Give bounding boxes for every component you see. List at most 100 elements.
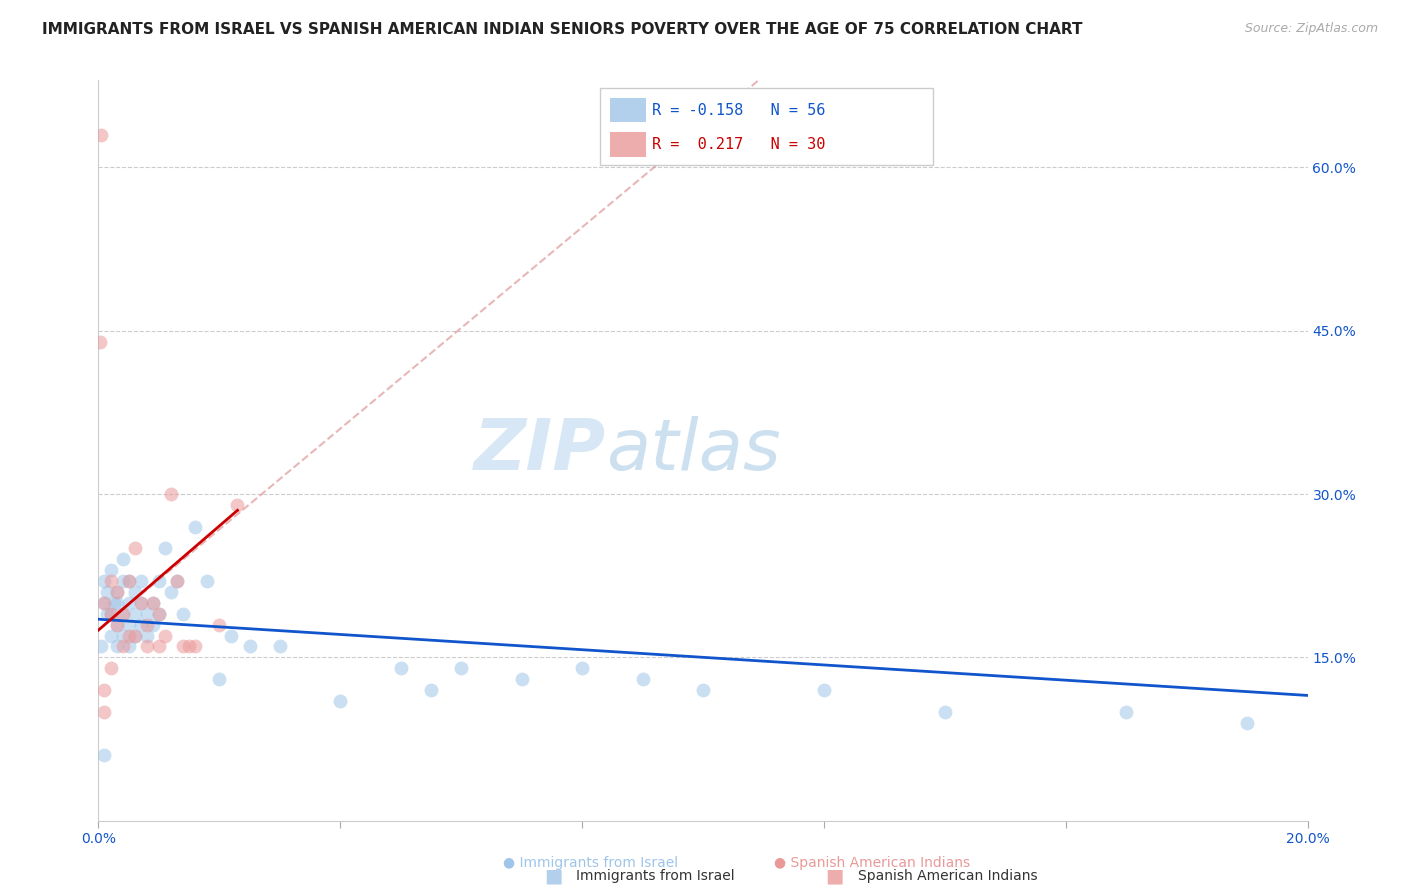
- Point: [172, 640, 194, 654]
- Point: [111, 574, 134, 588]
- Point: [105, 617, 128, 632]
- Point: [153, 541, 176, 556]
- Point: [100, 607, 122, 621]
- Point: [89, 334, 111, 349]
- Point: [135, 607, 157, 621]
- Point: [148, 607, 170, 621]
- Point: [226, 498, 249, 512]
- Point: [124, 628, 146, 642]
- Text: Spanish American Indians: Spanish American Indians: [858, 869, 1038, 883]
- Text: ● Spanish American Indians: ● Spanish American Indians: [773, 855, 970, 870]
- Point: [389, 661, 412, 675]
- Point: [111, 552, 134, 566]
- Point: [631, 672, 654, 686]
- Point: [221, 628, 243, 642]
- Point: [129, 617, 152, 632]
- Point: [103, 596, 125, 610]
- Point: [692, 683, 714, 698]
- Point: [93, 748, 115, 763]
- Text: atlas: atlas: [606, 416, 780, 485]
- Point: [105, 596, 128, 610]
- Point: [105, 585, 128, 599]
- Point: [239, 640, 262, 654]
- Text: R = -0.158   N = 56: R = -0.158 N = 56: [652, 103, 825, 118]
- Point: [172, 607, 194, 621]
- Point: [934, 705, 956, 719]
- Point: [111, 628, 134, 642]
- Point: [118, 640, 141, 654]
- Point: [124, 607, 146, 621]
- Point: [105, 640, 128, 654]
- Point: [208, 672, 231, 686]
- Text: Source: ZipAtlas.com: Source: ZipAtlas.com: [1244, 22, 1378, 36]
- Point: [90, 640, 112, 654]
- Point: [135, 640, 157, 654]
- Point: [571, 661, 593, 675]
- Point: [329, 694, 352, 708]
- Point: [142, 617, 165, 632]
- Point: [100, 628, 122, 642]
- Point: [111, 607, 134, 621]
- Text: IMMIGRANTS FROM ISRAEL VS SPANISH AMERICAN INDIAN SENIORS POVERTY OVER THE AGE O: IMMIGRANTS FROM ISRAEL VS SPANISH AMERIC…: [42, 22, 1083, 37]
- Point: [124, 628, 146, 642]
- Point: [105, 585, 128, 599]
- Point: [148, 574, 170, 588]
- Point: [813, 683, 835, 698]
- FancyBboxPatch shape: [610, 98, 647, 122]
- Point: [124, 585, 146, 599]
- Point: [166, 574, 188, 588]
- Point: [148, 640, 170, 654]
- Text: Immigrants from Israel: Immigrants from Israel: [576, 869, 735, 883]
- Point: [118, 596, 141, 610]
- Point: [184, 519, 207, 533]
- Point: [118, 628, 141, 642]
- Text: R =  0.217   N = 30: R = 0.217 N = 30: [652, 137, 825, 153]
- Point: [1236, 715, 1258, 730]
- Point: [96, 607, 118, 621]
- Point: [93, 683, 115, 698]
- FancyBboxPatch shape: [600, 87, 932, 165]
- Point: [100, 563, 122, 577]
- Point: [93, 596, 115, 610]
- Text: ■: ■: [544, 866, 562, 886]
- Point: [124, 541, 146, 556]
- Point: [100, 574, 122, 588]
- Point: [269, 640, 291, 654]
- Point: [148, 607, 170, 621]
- Point: [129, 596, 152, 610]
- Point: [450, 661, 472, 675]
- Point: [160, 585, 183, 599]
- Point: [135, 617, 157, 632]
- Point: [100, 661, 122, 675]
- Point: [135, 628, 157, 642]
- Point: [96, 585, 118, 599]
- FancyBboxPatch shape: [610, 132, 647, 156]
- Point: [90, 128, 112, 142]
- Point: [118, 617, 141, 632]
- Point: [153, 628, 176, 642]
- Point: [420, 683, 443, 698]
- Point: [195, 574, 218, 588]
- Point: [129, 596, 152, 610]
- Point: [129, 574, 152, 588]
- Point: [111, 640, 134, 654]
- Point: [160, 487, 183, 501]
- Point: [118, 574, 141, 588]
- Text: ● Immigrants from Israel: ● Immigrants from Israel: [503, 855, 678, 870]
- Point: [1115, 705, 1137, 719]
- Point: [184, 640, 207, 654]
- Point: [510, 672, 533, 686]
- Point: [118, 574, 141, 588]
- Text: ■: ■: [825, 866, 844, 886]
- Text: ZIP: ZIP: [474, 416, 606, 485]
- Point: [111, 607, 134, 621]
- Point: [105, 617, 128, 632]
- Point: [93, 705, 115, 719]
- Point: [142, 596, 165, 610]
- Point: [142, 596, 165, 610]
- Point: [208, 617, 231, 632]
- Point: [93, 596, 115, 610]
- Point: [100, 607, 122, 621]
- Point: [179, 640, 201, 654]
- Point: [166, 574, 188, 588]
